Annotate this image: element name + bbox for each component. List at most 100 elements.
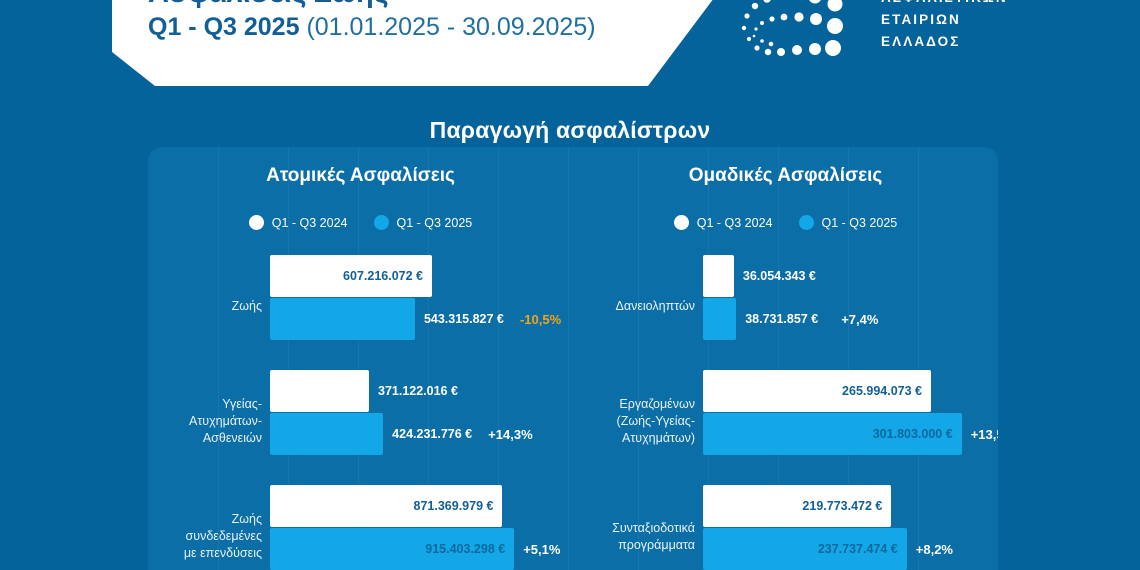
chart-subtitle: Ομαδικές Ασφαλίσεις	[688, 165, 883, 186]
bar-value-label: 219.773.472 €	[802, 499, 883, 513]
gridline	[708, 147, 709, 570]
bar-2025[interactable]: 543.315.827 €	[270, 298, 504, 340]
logo-line-2: ΕΤΑΙΡΙΩΝ	[881, 12, 961, 27]
category-label-line: Ζωής	[231, 512, 262, 526]
category-label: Συνταξιοδοτικά προγράμματα	[573, 520, 695, 554]
bar-2024[interactable]: 607.216.072 €	[270, 255, 432, 297]
bar-2025[interactable]: 301.803.000 €	[703, 413, 962, 455]
category-label: Ζωής συνδεδεμένες με επενδύσεις	[148, 511, 262, 562]
category-label-line: Υγείας-	[222, 397, 262, 411]
bar-value-label: 38.731.857 €	[745, 312, 819, 326]
category-label-line: Εργαζομένων	[619, 397, 695, 411]
chart-title: Παραγωγή ασφαλίστρων	[429, 117, 711, 143]
category-label-line: συνδεδεμένες	[185, 529, 262, 543]
category-label-line: (Ζωής-Υγείας-	[616, 414, 695, 428]
change-percentage: +8,2%	[915, 541, 953, 557]
bar-value-label: 424.231.776 €	[392, 427, 473, 441]
legend-label: Q1 - Q3 2024	[271, 215, 348, 230]
gridline	[428, 147, 429, 570]
chart-row: Δανειοληπτών 36.054.343 € 38.731.857 € +7,4…	[573, 255, 998, 365]
chart-individual-insurance: Ατομικές Ασφαλίσεις Q1 - Q3 2024 Q1 - Q3 2…	[148, 147, 573, 570]
organization-logo: ΑΣΦΑΛΙΣΤΙΚΩΝ ΕΤΑΙΡΙΩΝ ΕΛΛΑΔΟΣ	[735, 0, 1035, 66]
legend-dot-2024-icon	[673, 215, 689, 230]
legend-dot-2025-icon	[373, 215, 389, 230]
bar-2025[interactable]: 237.737.474 €	[703, 528, 907, 570]
change-percentage: +13,5%	[970, 426, 998, 442]
dot-spiral-logo-icon	[741, 0, 843, 56]
header-band: Ασφαλίσεις Ζωής Q1 - Q3 2025 (01.01.2025…	[0, 0, 1140, 90]
legend-label: Q1 - Q3 2025	[821, 215, 898, 230]
bar-2025[interactable]: 38.731.857 €	[703, 298, 818, 340]
category-label: Ζωής	[148, 298, 262, 315]
category-label-line: με επενδύσεις	[183, 546, 262, 560]
gridline	[638, 147, 639, 570]
change-percentage: +5,1%	[523, 541, 561, 557]
gridline	[848, 147, 849, 570]
gridline	[918, 147, 919, 570]
category-label-line: Συνταξιοδοτικά	[612, 520, 695, 535]
charts-panel: Ατομικές Ασφαλίσεις Q1 - Q3 2024 Q1 - Q3 2…	[148, 147, 998, 570]
category-label-line: Ασθενειών	[202, 431, 262, 445]
legend-dot-2025-icon	[798, 215, 814, 230]
category-label: Υγείας- Ατυχημάτων- Ασθενειών	[148, 396, 262, 447]
bar-value-label: 871.369.979 €	[413, 499, 494, 513]
bar-value-label: 543.315.827 €	[423, 312, 504, 326]
chart-row: Ζωής συνδεδεμένες με επενδύσεις 871.369.979…	[148, 485, 573, 570]
gridline	[498, 147, 499, 570]
change-percentage: +7,4%	[841, 311, 879, 327]
bar-value-label: 915.403.298 €	[425, 542, 506, 556]
chart-row: Υγείας- Ατυχημάτων- Ασθενειών 371.122.016 €…	[148, 370, 573, 480]
bar-value-label: 301.803.000 €	[872, 427, 953, 441]
category-label-line: Ατυχημάτων-	[189, 414, 262, 428]
bar-2025[interactable]: 424.231.776 €	[270, 413, 472, 455]
gridline	[778, 147, 779, 570]
chart-legend: Q1 - Q3 2024 Q1 - Q3 2025	[148, 215, 573, 230]
category-label-line: Ατυχημάτων)	[622, 431, 695, 445]
category-label: Δανειοληπτών	[573, 298, 696, 315]
header-white-shape	[112, 0, 720, 86]
legend-item[interactable]: Q1 - Q3 2025	[373, 215, 473, 230]
chart-row: Εργαζομένων (Ζωής-Υγείας- Ατυχημάτων) 265.9…	[573, 370, 998, 480]
change-percentage: +14,3%	[488, 426, 533, 442]
change-percentage: -10,5%	[519, 311, 562, 327]
legend-item[interactable]: Q1 - Q3 2024	[673, 215, 773, 230]
bar-2024[interactable]: 265.994.073 €	[703, 370, 931, 412]
category-label: Εργαζομένων (Ζωής-Υγείας- Ατυχημάτων)	[573, 396, 695, 447]
bar-2025[interactable]: 915.403.298 €	[270, 528, 515, 570]
legend-label: Q1 - Q3 2025	[396, 215, 473, 230]
chart-legend: Q1 - Q3 2024 Q1 - Q3 2025	[573, 215, 998, 230]
gridline	[358, 147, 359, 570]
legend-dot-2024-icon	[248, 215, 264, 230]
legend-item[interactable]: Q1 - Q3 2024	[248, 215, 348, 230]
report-period-quarter: Q1 - Q3 2025	[148, 13, 300, 41]
gridline	[568, 147, 569, 570]
logo-text: ΑΣΦΑΛΙΣΤΙΚΩΝ ΕΤΑΙΡΙΩΝ ΕΛΛΑΔΟΣ	[881, 0, 1008, 53]
legend-item[interactable]: Q1 - Q3 2025	[798, 215, 898, 230]
report-period-range: (01.01.2025 - 30.09.2025)	[306, 13, 596, 41]
report-period: Q1 - Q3 2025 (01.01.2025 - 30.09.2025)	[148, 10, 708, 44]
category-label-line: προγράμματα	[618, 537, 695, 552]
bar-value-label: 36.054.343 €	[742, 269, 816, 283]
bar-value-label: 607.216.072 €	[343, 269, 423, 283]
chart-row: Συνταξιοδοτικά προγράμματα 219.773.472 € 23…	[573, 485, 998, 570]
bar-2024[interactable]: 219.773.472 €	[703, 485, 892, 527]
logo-line-1: ΑΣΦΑΛΙΣΤΙΚΩΝ	[881, 0, 1008, 9]
gridline	[218, 147, 219, 570]
chart-subtitle: Ατομικές Ασφαλίσεις	[266, 165, 455, 186]
bar-value-label: 371.122.016 €	[378, 384, 458, 398]
header-title: Ασφαλίσεις Ζωής Q1 - Q3 2025 (01.01.2025…	[148, 0, 708, 44]
gridline	[288, 147, 289, 570]
bar-2024[interactable]: 371.122.016 €	[270, 370, 458, 412]
chart-group-insurance: Ομαδικές Ασφαλίσεις Q1 - Q3 2024 Q1 - Q3 2…	[573, 147, 998, 570]
bar-2024[interactable]: 871.369.979 €	[270, 485, 503, 527]
logo-line-3: ΕΛΛΑΔΟΣ	[881, 34, 961, 49]
bar-2024[interactable]: 36.054.343 €	[703, 255, 816, 297]
category-label-line: Ζωής	[231, 299, 262, 313]
bar-value-label: 237.737.474 €	[817, 542, 898, 556]
chart-row: Ζωής 607.216.072 € 543.315.827 € -10,5%	[148, 255, 573, 365]
legend-label: Q1 - Q3 2024	[696, 215, 773, 230]
report-title: Ασφαλίσεις Ζωής	[148, 0, 708, 10]
category-label-line: Δανειοληπτών	[615, 299, 696, 313]
bar-value-label: 265.994.073 €	[842, 384, 922, 398]
